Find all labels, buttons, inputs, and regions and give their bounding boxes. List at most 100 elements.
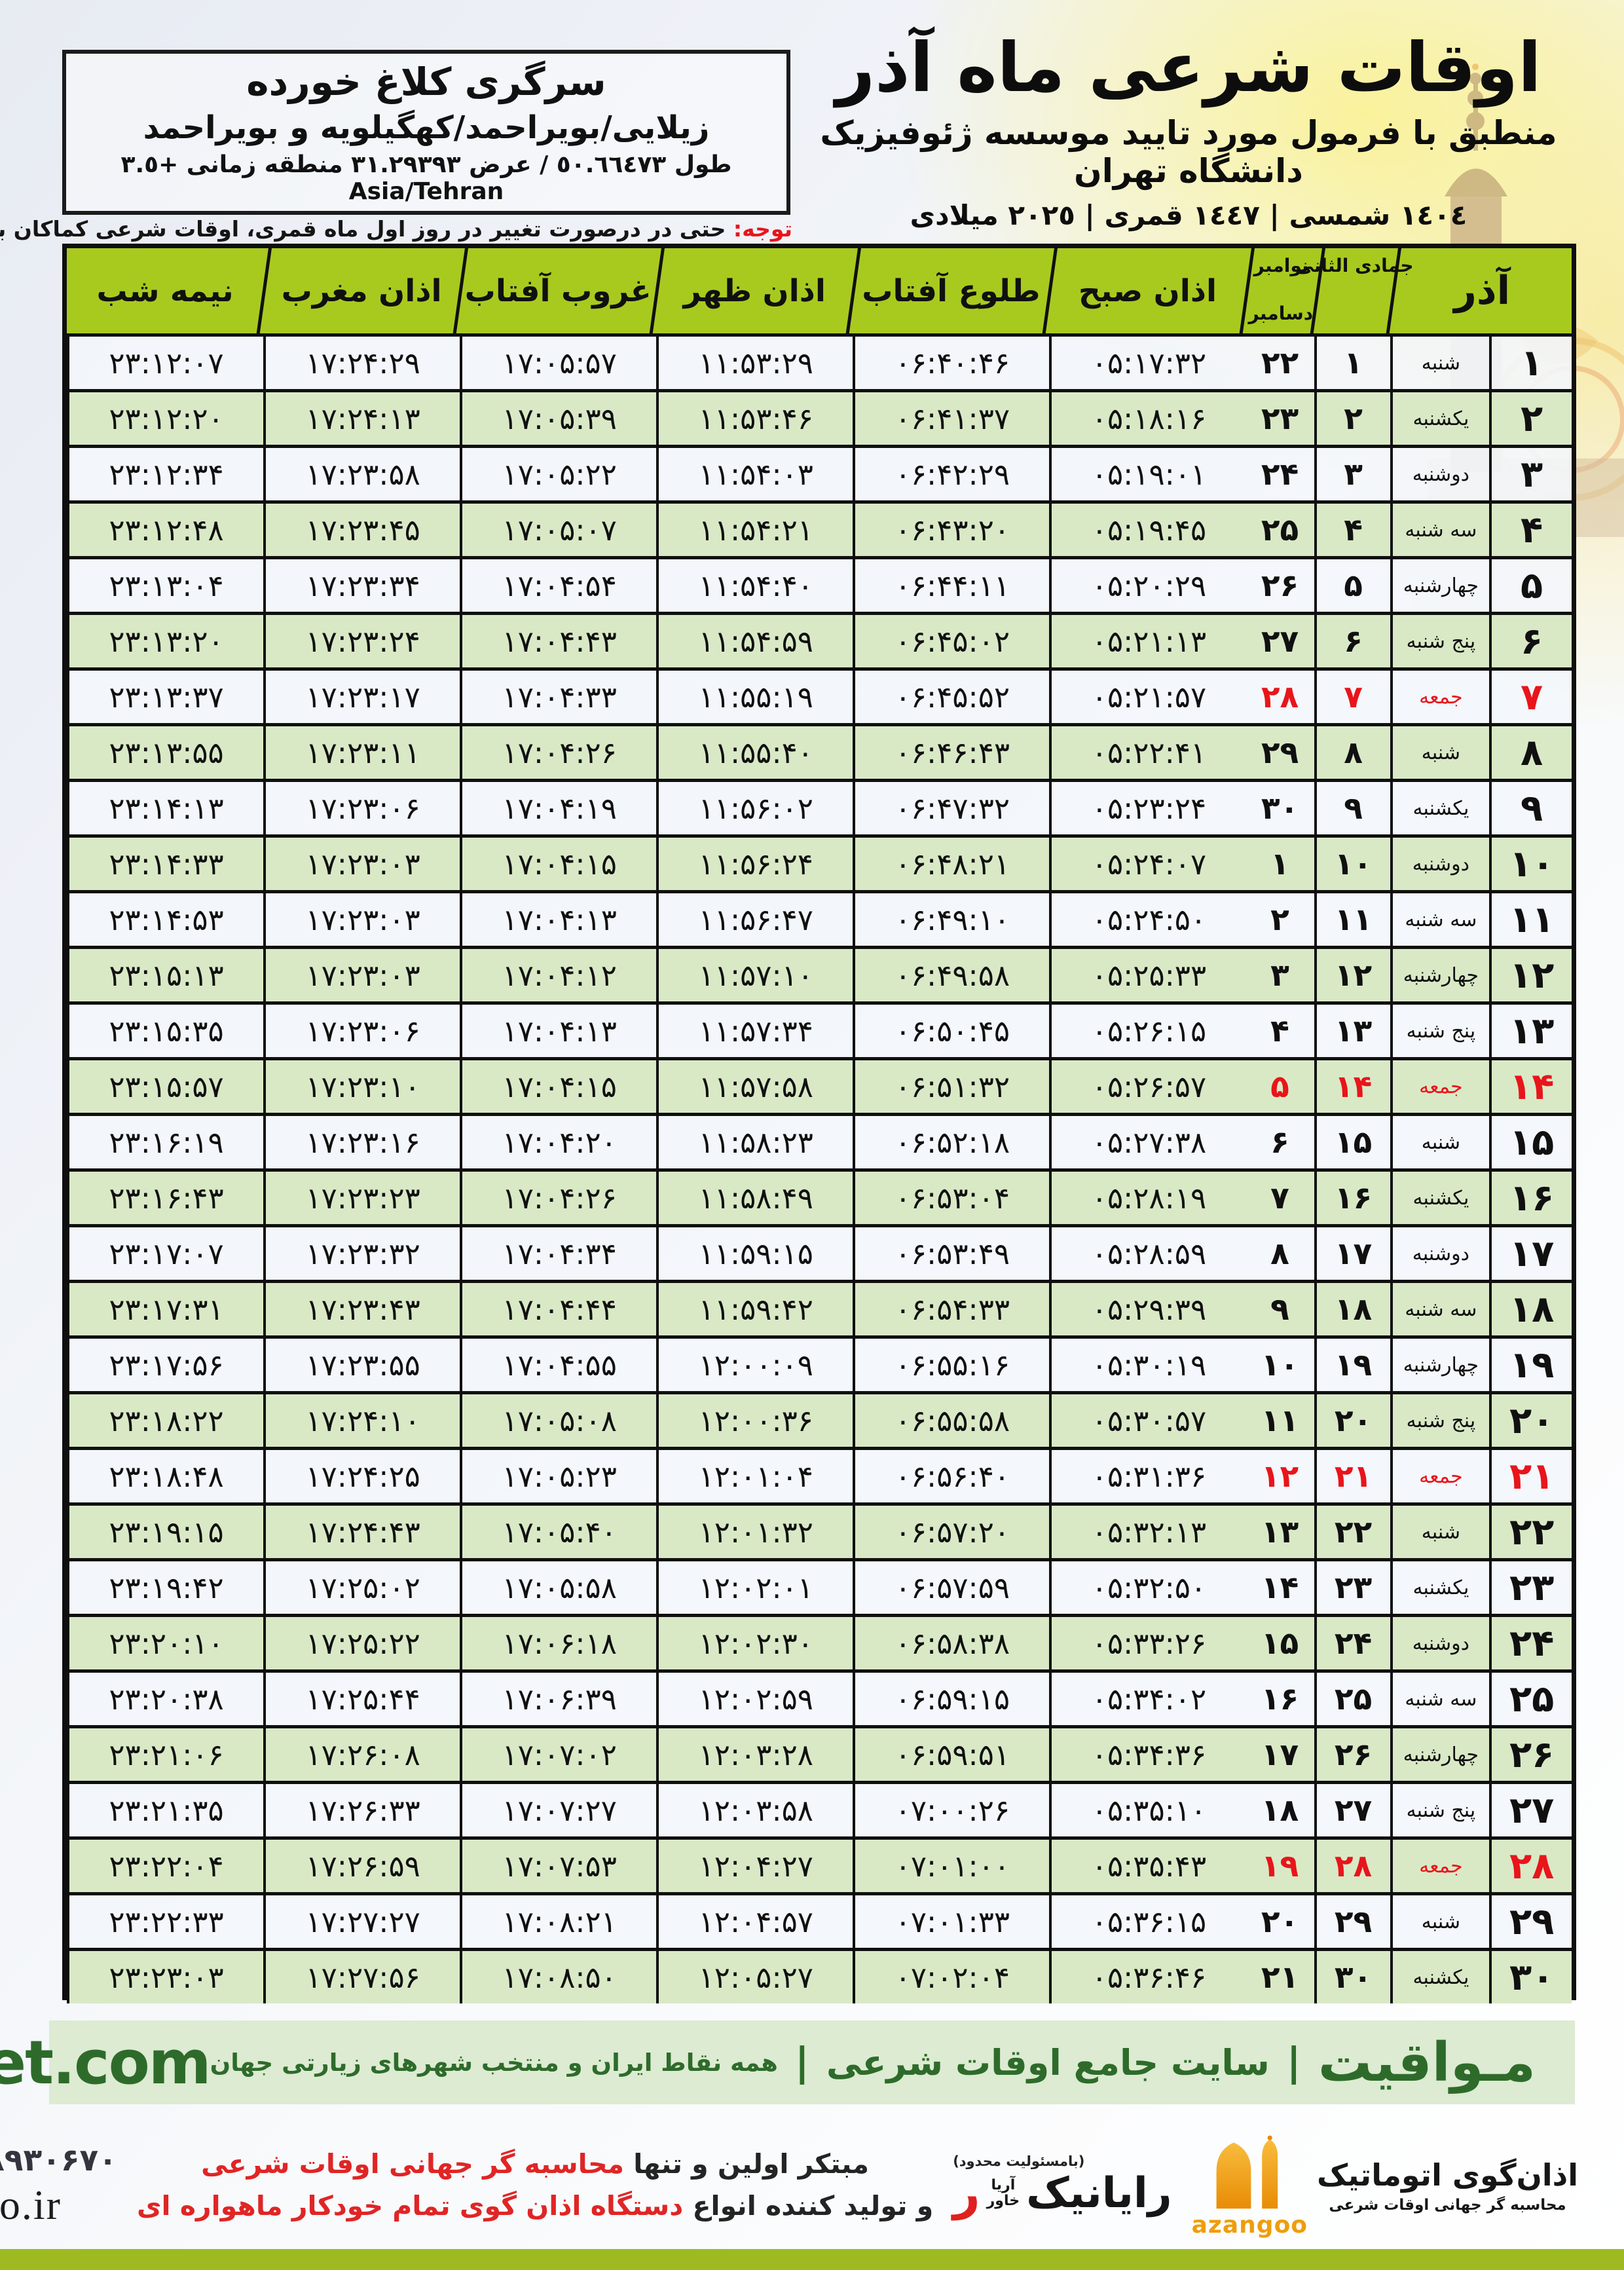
cell-sunset-time: ۱۷:۰۴:۱۵: [460, 838, 656, 890]
cell-azar-day: ۱۵: [1509, 1121, 1555, 1164]
table-row: ۳ دوشنبه ۳ ۲۴ ۰۵:۱۹:۰۱ ۰۶:۴۲:۲۹ ۱۱:۵۴:۰۳…: [67, 445, 1572, 500]
table-row: ۲۴ دوشنبه ۲۴ ۱۵ ۰۵:۳۳:۲۶ ۰۶:۵۸:۳۸ ۱۲:۰۲:…: [67, 1614, 1572, 1669]
azangoo-url[interactable]: www.azangoo.ir: [0, 2181, 62, 2228]
cell-fajr-time: ۰۵:۱۷:۳۲: [1049, 337, 1246, 389]
cell-maghrib-time: ۱۷:۲۴:۱۰: [263, 1394, 460, 1447]
cell-sunset-time: ۱۷:۰۴:۳۳: [460, 671, 656, 723]
cell-weekday: چهارشنبه: [1393, 949, 1492, 1001]
table-row: ۴ سه شنبه ۴ ۲۵ ۰۵:۱۹:۴۵ ۰۶:۴۳:۲۰ ۱۱:۵۴:۲…: [67, 500, 1572, 556]
advert-line1-black: مبتکر اولین و تنها: [624, 2148, 869, 2180]
cell-midnight-time: ۲۳:۱۲:۲۰: [67, 392, 263, 445]
cell-sunrise-time: ۰۷:۰۱:۳۳: [853, 1895, 1049, 1948]
cell-sunset-time: ۱۷:۰۴:۱۳: [460, 1005, 656, 1057]
cell-lunar-day: ۲۳: [1317, 1561, 1393, 1614]
cell-maghrib-time: ۱۷:۲۳:۰۶: [263, 782, 460, 834]
cell-gregorian-day: ۱۸: [1246, 1784, 1317, 1836]
cell-lunar-day: ۱۶: [1317, 1172, 1393, 1224]
cell-dhuhr-time: ۱۱:۵۴:۵۹: [656, 615, 853, 667]
phone-numbers: ۰۲۱-۸۸۹۲۷۸۴۵ - ۸۸۹۳۰۶۷۰: [0, 2142, 117, 2178]
mavaqeet-fa-group: مـواقیت | سایت جامع اوقات شرعی | همه نقا…: [210, 2032, 1536, 2094]
location-box: سرگری کلاغ خورده زیلایی/بویراحمد/کهگیلوی…: [62, 50, 790, 215]
table-row: ۱۷ دوشنبه ۱۷ ۸ ۰۵:۲۸:۵۹ ۰۶:۵۳:۴۹ ۱۱:۵۹:۱…: [67, 1224, 1572, 1280]
contact-block: ۰۲۱-۸۸۹۲۷۸۴۵ - ۸۸۹۳۰۶۷۰ www.azangoo.ir: [0, 2142, 117, 2229]
mosque-dome-icon: [1216, 2135, 1278, 2208]
cell-dhuhr-time: ۱۱:۵۷:۵۸: [656, 1060, 853, 1113]
note-text: حتی در درصورت تغییر در روز اول ماه قمری،…: [0, 216, 726, 242]
cell-gregorian-day: ۴: [1246, 1005, 1317, 1057]
cell-sunset-time: ۱۷:۰۴:۱۹: [460, 782, 656, 834]
cell-sunset-time: ۱۷:۰۵:۲۲: [460, 448, 656, 500]
rayanik-liability-note: (بامسئولیت محدود): [953, 2153, 1085, 2169]
col-header-maghrib: اذان مغرب: [263, 248, 460, 333]
cell-dhuhr-time: ۱۱:۵۶:۲۴: [656, 838, 853, 890]
cell-azar-day: ۲۲: [1509, 1510, 1555, 1554]
cell-weekday: جمعه: [1393, 1060, 1492, 1113]
cell-maghrib-time: ۱۷:۲۴:۴۳: [263, 1506, 460, 1558]
cell-gregorian-day: ۲۵: [1246, 504, 1317, 556]
cell-azar-day: ۲۵: [1509, 1677, 1555, 1721]
page-subtitle: منطبق با فرمول مورد تایید موسسه ژئوفیزیک…: [820, 114, 1557, 190]
cell-midnight-time: ۲۳:۱۴:۳۳: [67, 838, 263, 890]
col-header-midnight: نیمه شب: [67, 248, 263, 333]
cell-azar-day: ۳: [1521, 453, 1543, 496]
cell-sunrise-time: ۰۶:۵۵:۵۸: [853, 1394, 1049, 1447]
table-row: ۶ پنج شنبه ۶ ۲۷ ۰۵:۲۱:۱۳ ۰۶:۴۵:۰۲ ۱۱:۵۴:…: [67, 612, 1572, 667]
azangoo-title: اذان‌گوی اتوماتیک: [1317, 2157, 1578, 2193]
cell-lunar-day: ۱۷: [1317, 1227, 1393, 1280]
cell-dhuhr-time: ۱۲:۰۲:۳۰: [656, 1617, 853, 1669]
cell-midnight-time: ۲۳:۲۲:۳۳: [67, 1895, 263, 1948]
cell-midnight-time: ۲۳:۱۹:۴۲: [67, 1561, 263, 1614]
cell-maghrib-time: ۱۷:۲۵:۰۲: [263, 1561, 460, 1614]
cell-sunset-time: ۱۷:۰۵:۵۷: [460, 337, 656, 389]
cell-weekday: چهارشنبه: [1393, 1728, 1492, 1781]
table-row: ۲۲ شنبه ۲۲ ۱۳ ۰۵:۳۲:۱۳ ۰۶:۵۷:۲۰ ۱۲:۰۱:۳۲…: [67, 1502, 1572, 1558]
cell-gregorian-day: ۲۲: [1246, 337, 1317, 389]
cell-midnight-time: ۲۳:۱۶:۴۳: [67, 1172, 263, 1224]
cell-fajr-time: ۰۵:۳۴:۰۲: [1049, 1673, 1246, 1725]
cell-sunrise-time: ۰۷:۰۲:۰۴: [853, 1951, 1049, 2003]
cell-sunset-time: ۱۷:۰۵:۵۸: [460, 1561, 656, 1614]
cell-azar-day: ۲۳: [1509, 1566, 1555, 1609]
cell-weekday: پنج شنبه: [1393, 1394, 1492, 1447]
separator-pipe: |: [1286, 2039, 1301, 2085]
cell-fajr-time: ۰۵:۱۹:۴۵: [1049, 504, 1246, 556]
cell-weekday: یکشنبه: [1393, 1951, 1492, 2003]
note-line: توجه: حتی در درصورت تغییر در روز اول ماه…: [0, 216, 792, 242]
cell-lunar-day: ۱۰: [1317, 838, 1393, 890]
cell-sunset-time: ۱۷:۰۶:۱۸: [460, 1617, 656, 1669]
cell-fajr-time: ۰۵:۱۹:۰۱: [1049, 448, 1246, 500]
cell-sunrise-time: ۰۶:۴۹:۵۸: [853, 949, 1049, 1001]
cell-fajr-time: ۰۵:۲۷:۳۸: [1049, 1116, 1246, 1168]
cell-fajr-time: ۰۵:۲۶:۵۷: [1049, 1060, 1246, 1113]
cell-azar-day: ۱۳: [1509, 1009, 1555, 1052]
cell-maghrib-time: ۱۷:۲۳:۰۳: [263, 893, 460, 946]
cell-maghrib-time: ۱۷:۲۳:۰۳: [263, 838, 460, 890]
cell-lunar-day: ۲۶: [1317, 1728, 1393, 1781]
cell-sunrise-time: ۰۶:۴۸:۲۱: [853, 838, 1049, 890]
cell-weekday: یکشنبه: [1393, 782, 1492, 834]
cell-dhuhr-time: ۱۱:۵۸:۴۹: [656, 1172, 853, 1224]
cell-gregorian-day: ۱۴: [1246, 1561, 1317, 1614]
mavaqeet-url[interactable]: mavaqeet.com: [0, 2027, 212, 2098]
cell-dhuhr-time: ۱۱:۵۴:۰۳: [656, 448, 853, 500]
cell-sunset-time: ۱۷:۰۴:۵۵: [460, 1339, 656, 1391]
cell-sunrise-time: ۰۶:۴۰:۴۶: [853, 337, 1049, 389]
cell-lunar-day: ۱۴: [1317, 1060, 1393, 1113]
table-row: ۸ شنبه ۸ ۲۹ ۰۵:۲۲:۴۱ ۰۶:۴۶:۴۳ ۱۱:۵۵:۴۰ ۱…: [67, 723, 1572, 779]
cell-fajr-time: ۰۵:۳۶:۴۶: [1049, 1951, 1246, 2003]
cell-sunset-time: ۱۷:۰۴:۲۶: [460, 726, 656, 779]
cell-lunar-day: ۱۱: [1317, 893, 1393, 946]
cell-sunset-time: ۱۷:۰۷:۰۲: [460, 1728, 656, 1781]
cell-gregorian-day: ۲۳: [1246, 392, 1317, 445]
cell-maghrib-time: ۱۷:۲۳:۵۵: [263, 1339, 460, 1391]
cell-weekday: یکشنبه: [1393, 1172, 1492, 1224]
rayanik-red-mark: ر: [953, 2165, 980, 2221]
cell-maghrib-time: ۱۷:۲۳:۳۲: [263, 1227, 460, 1280]
table-row: ۷ جمعه ۷ ۲۸ ۰۵:۲۱:۵۷ ۰۶:۴۵:۵۲ ۱۱:۵۵:۱۹ ۱…: [67, 667, 1572, 723]
cell-gregorian-day: ۲: [1246, 893, 1317, 946]
cell-gregorian-day: ۱۵: [1246, 1617, 1317, 1669]
cell-lunar-day: ۱۹: [1317, 1339, 1393, 1391]
cell-maghrib-time: ۱۷:۲۳:۲۳: [263, 1172, 460, 1224]
cell-fajr-time: ۰۵:۲۱:۱۳: [1049, 615, 1246, 667]
cell-dhuhr-time: ۱۲:۰۰:۳۶: [656, 1394, 853, 1447]
